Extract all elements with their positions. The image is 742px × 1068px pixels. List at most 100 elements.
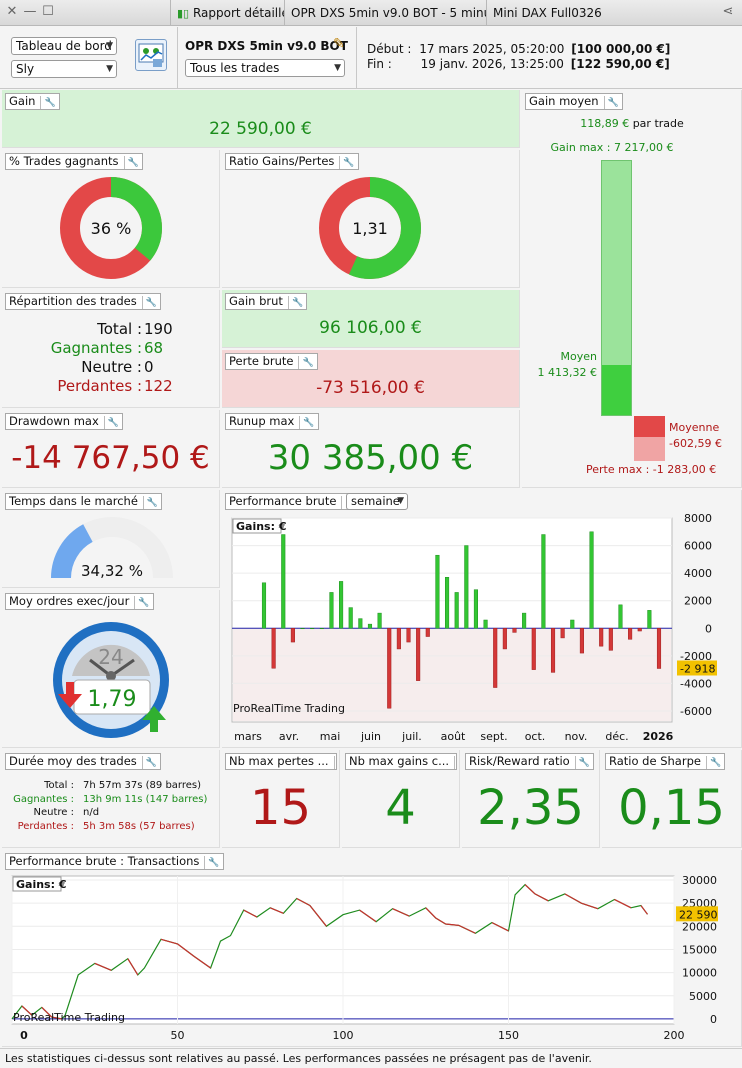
wrench-icon[interactable]: 🔧 [141,756,157,769]
arrow-down-icon [58,682,82,708]
tab-strategy[interactable]: OPR DXS 5min v9.0 BOT - 5 minutes [284,0,486,26]
bar-y-tick: 2000 [684,595,712,608]
duree-panel: Durée moy des trades 🔧 Total : 7h 57m 37s … [2,750,220,848]
moyenne-label: Moyenne [669,421,720,434]
line-y-tick: 5000 [689,990,717,1003]
bar [387,628,392,709]
line-x-tick: 200 [664,1029,685,1042]
drawdown-title: Drawdown max 🔧 [5,413,123,430]
bar-last-value: -2 918 [680,662,715,675]
equity-drop-segment [614,898,632,909]
bar [329,592,334,629]
sharpe-title-label: Ratio de Sharpe [609,754,701,768]
user-select[interactable]: Sly ▼ [11,60,117,78]
duree-row-value: 13h 9m 11s (147 barres) [83,793,208,805]
wrench-icon[interactable]: 🔧 [134,596,150,609]
start-label: Début : [367,42,412,56]
backtest-settings-icon[interactable] [135,39,167,71]
bar [454,592,459,629]
start-date-row: Début : 17 mars 2025, 05:20:00 [100 000,… [367,42,670,56]
bar-x-tick: avr. [279,730,299,743]
end-date: 19 janv. 2026, 13:25:00 [420,57,564,71]
bar-y-tick: -4000 [680,677,712,690]
bar-x-tick: août [441,730,466,743]
bar-x-tick: juin [360,730,381,743]
duree-title: Durée moy des trades 🔧 [5,753,162,770]
repartition-title: Répartition des trades 🔧 [5,293,161,310]
period-select[interactable]: semaine ▼ [346,493,408,510]
wrench-icon[interactable]: 🔧 [454,756,456,769]
repartition-row-value: 68 [144,339,164,357]
candlestick-icon: ▮▯ [177,7,190,20]
bar [281,534,286,629]
gain-moyen-title-label: Gain moyen [529,94,599,108]
ratio-gp-title-label: Ratio Gains/Pertes [229,154,335,168]
wrench-icon[interactable]: 🔧 [574,756,590,769]
share-icon[interactable]: ⋖ [722,4,734,19]
bar [579,628,584,654]
wrench-icon[interactable]: 🔧 [287,296,303,309]
wrench-icon[interactable]: 🔧 [123,156,139,169]
equity-drop-segment [160,938,178,945]
bar [271,628,276,669]
perte-brute-title-label: Perte brute [229,354,294,368]
minimize-icon[interactable]: — [23,4,37,19]
moyen-value: 1 413,32 € [537,366,597,379]
bar-chart-title: Gains: € [236,520,286,533]
equity-drop-segment [564,893,582,904]
tab-instrument-label: Mini DAX Full0326 [493,6,602,20]
drawdown-value: -14 767,50 € [11,440,210,476]
duree-row-value: 7h 57m 37s (89 barres) [83,780,202,791]
equity-drop-segment [41,1006,53,1018]
loss-max-bar [634,416,665,461]
tab-rapport[interactable]: ▮▯ Rapport détaillé [170,0,284,26]
bar [608,628,613,651]
perte-brute-title: Perte brute 🔧 [225,353,318,370]
perf-brute-title: Performance brute🔧 [225,493,361,510]
wrench-icon[interactable]: 🔧 [333,756,336,769]
wrench-icon[interactable]: 🔧 [299,416,315,429]
perte-brute-value: -73 516,00 € [316,378,425,398]
bar [512,628,517,633]
edit-pencil-icon[interactable]: ✎ [333,36,345,52]
wrench-icon[interactable]: 🔧 [298,356,314,369]
bar [435,554,440,629]
end-label: Fin : [367,57,392,71]
bar [647,610,652,629]
sharpe-panel: Ratio de Sharpe 🔧 0,15 [602,750,742,848]
wrench-icon[interactable]: 🔧 [142,496,158,509]
wrench-icon[interactable]: 🔧 [141,296,157,309]
bar [550,628,556,673]
tab-instrument[interactable]: Mini DAX Full0326 [486,0,706,26]
bar [290,628,295,643]
chevron-down-icon: ▼ [106,41,113,51]
duree-row-label: Total : [44,780,74,791]
gauge-fill [51,524,94,579]
wrench-icon[interactable]: 🔧 [705,756,721,769]
nb-gains-title-label: Nb max gains c... [349,754,450,768]
bar [416,628,421,681]
bar [358,618,363,629]
bar [531,628,536,670]
close-icon[interactable]: ✕ [6,4,18,19]
maximize-icon[interactable]: ☐ [42,4,54,19]
wrench-icon[interactable]: 🔧 [204,856,220,869]
repartition-row-label: Gagnantes : [50,339,142,357]
wrench-icon[interactable]: 🔧 [103,416,119,429]
bar [589,531,594,629]
wrench-icon[interactable]: 🔧 [339,156,355,169]
temps-marche-value: 34,32 % [81,562,143,580]
duree-row-label: Gagnantes : [13,793,74,805]
wrench-icon[interactable]: 🔧 [603,96,619,109]
bar-x-tick: déc. [605,730,628,743]
donut-gain-arc [319,177,421,279]
nb-pertes-title: Nb max pertes ... 🔧 [225,753,337,770]
perf-brute-title-label: Performance brute [229,494,337,508]
view-select[interactable]: Tableau de bord ▼ [11,37,117,55]
wrench-icon[interactable]: 🔧 [40,96,56,109]
trades-filter-select[interactable]: Tous les trades ▼ [185,59,345,77]
loss-average-bar [634,416,665,438]
risk-reward-value: 2,35 [477,780,584,836]
